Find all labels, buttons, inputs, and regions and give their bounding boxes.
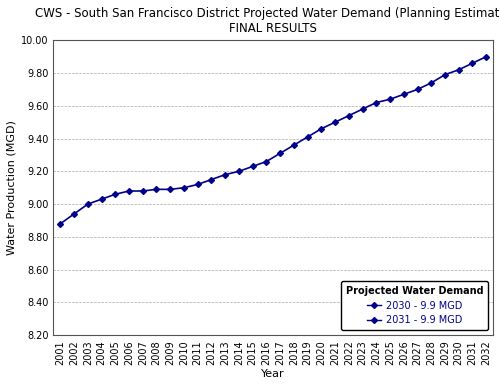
X-axis label: Year: Year xyxy=(262,369,285,379)
Title: CWS - South San Francisco District Projected Water Demand (Planning Estimate)
FI: CWS - South San Francisco District Proje… xyxy=(35,7,500,35)
Legend: 2030 - 9.9 MGD, 2031 - 9.9 MGD: 2030 - 9.9 MGD, 2031 - 9.9 MGD xyxy=(341,281,488,330)
Y-axis label: Water Production (MGD): Water Production (MGD) xyxy=(7,120,17,255)
